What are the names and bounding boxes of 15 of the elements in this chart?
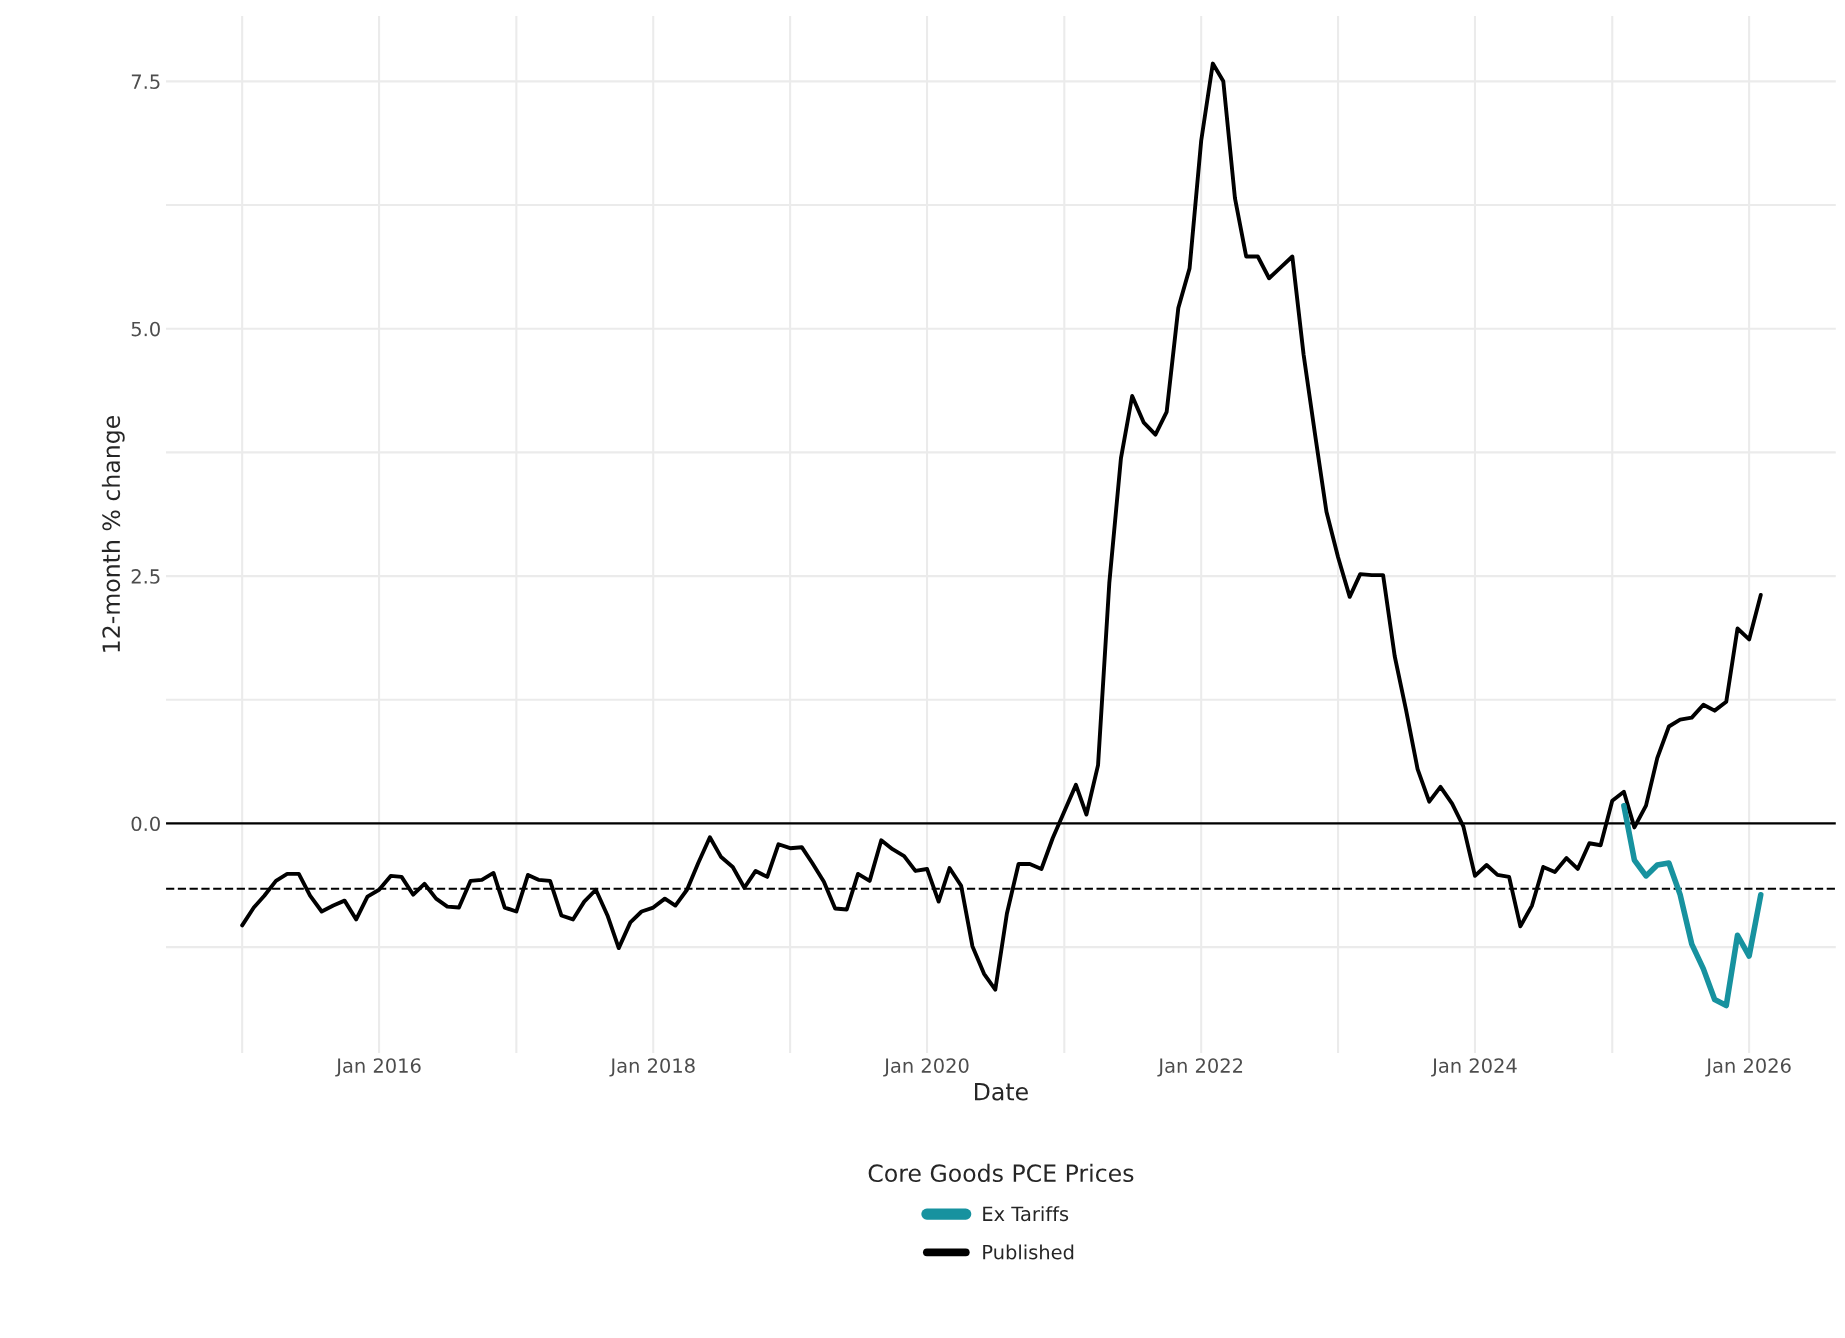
- y-axis-title: 12-month % change: [101, 416, 125, 652]
- y-tick-label: 0.0: [131, 816, 160, 832]
- x-tick-label: Jan 2020: [883, 1058, 969, 1077]
- x-tick-label: Jan 2026: [1705, 1058, 1791, 1077]
- x-tick-label: Jan 2018: [609, 1058, 695, 1077]
- x-tick-label: Jan 2022: [1157, 1058, 1243, 1077]
- y-tick-label: 2.5: [131, 569, 160, 584]
- legend-label: Published: [983, 1244, 1074, 1260]
- legend-label: Ex Tariffs: [983, 1206, 1069, 1222]
- y-tick-label: 5.0: [131, 321, 160, 337]
- legend-title: Core Goods PCE Prices: [868, 1163, 1134, 1183]
- x-tick-label: Jan 2016: [335, 1058, 421, 1077]
- x-axis-title: Date: [975, 1082, 1028, 1101]
- y-tick-label: 7.5: [131, 74, 160, 90]
- x-tick-label: Jan 2024: [1431, 1058, 1517, 1077]
